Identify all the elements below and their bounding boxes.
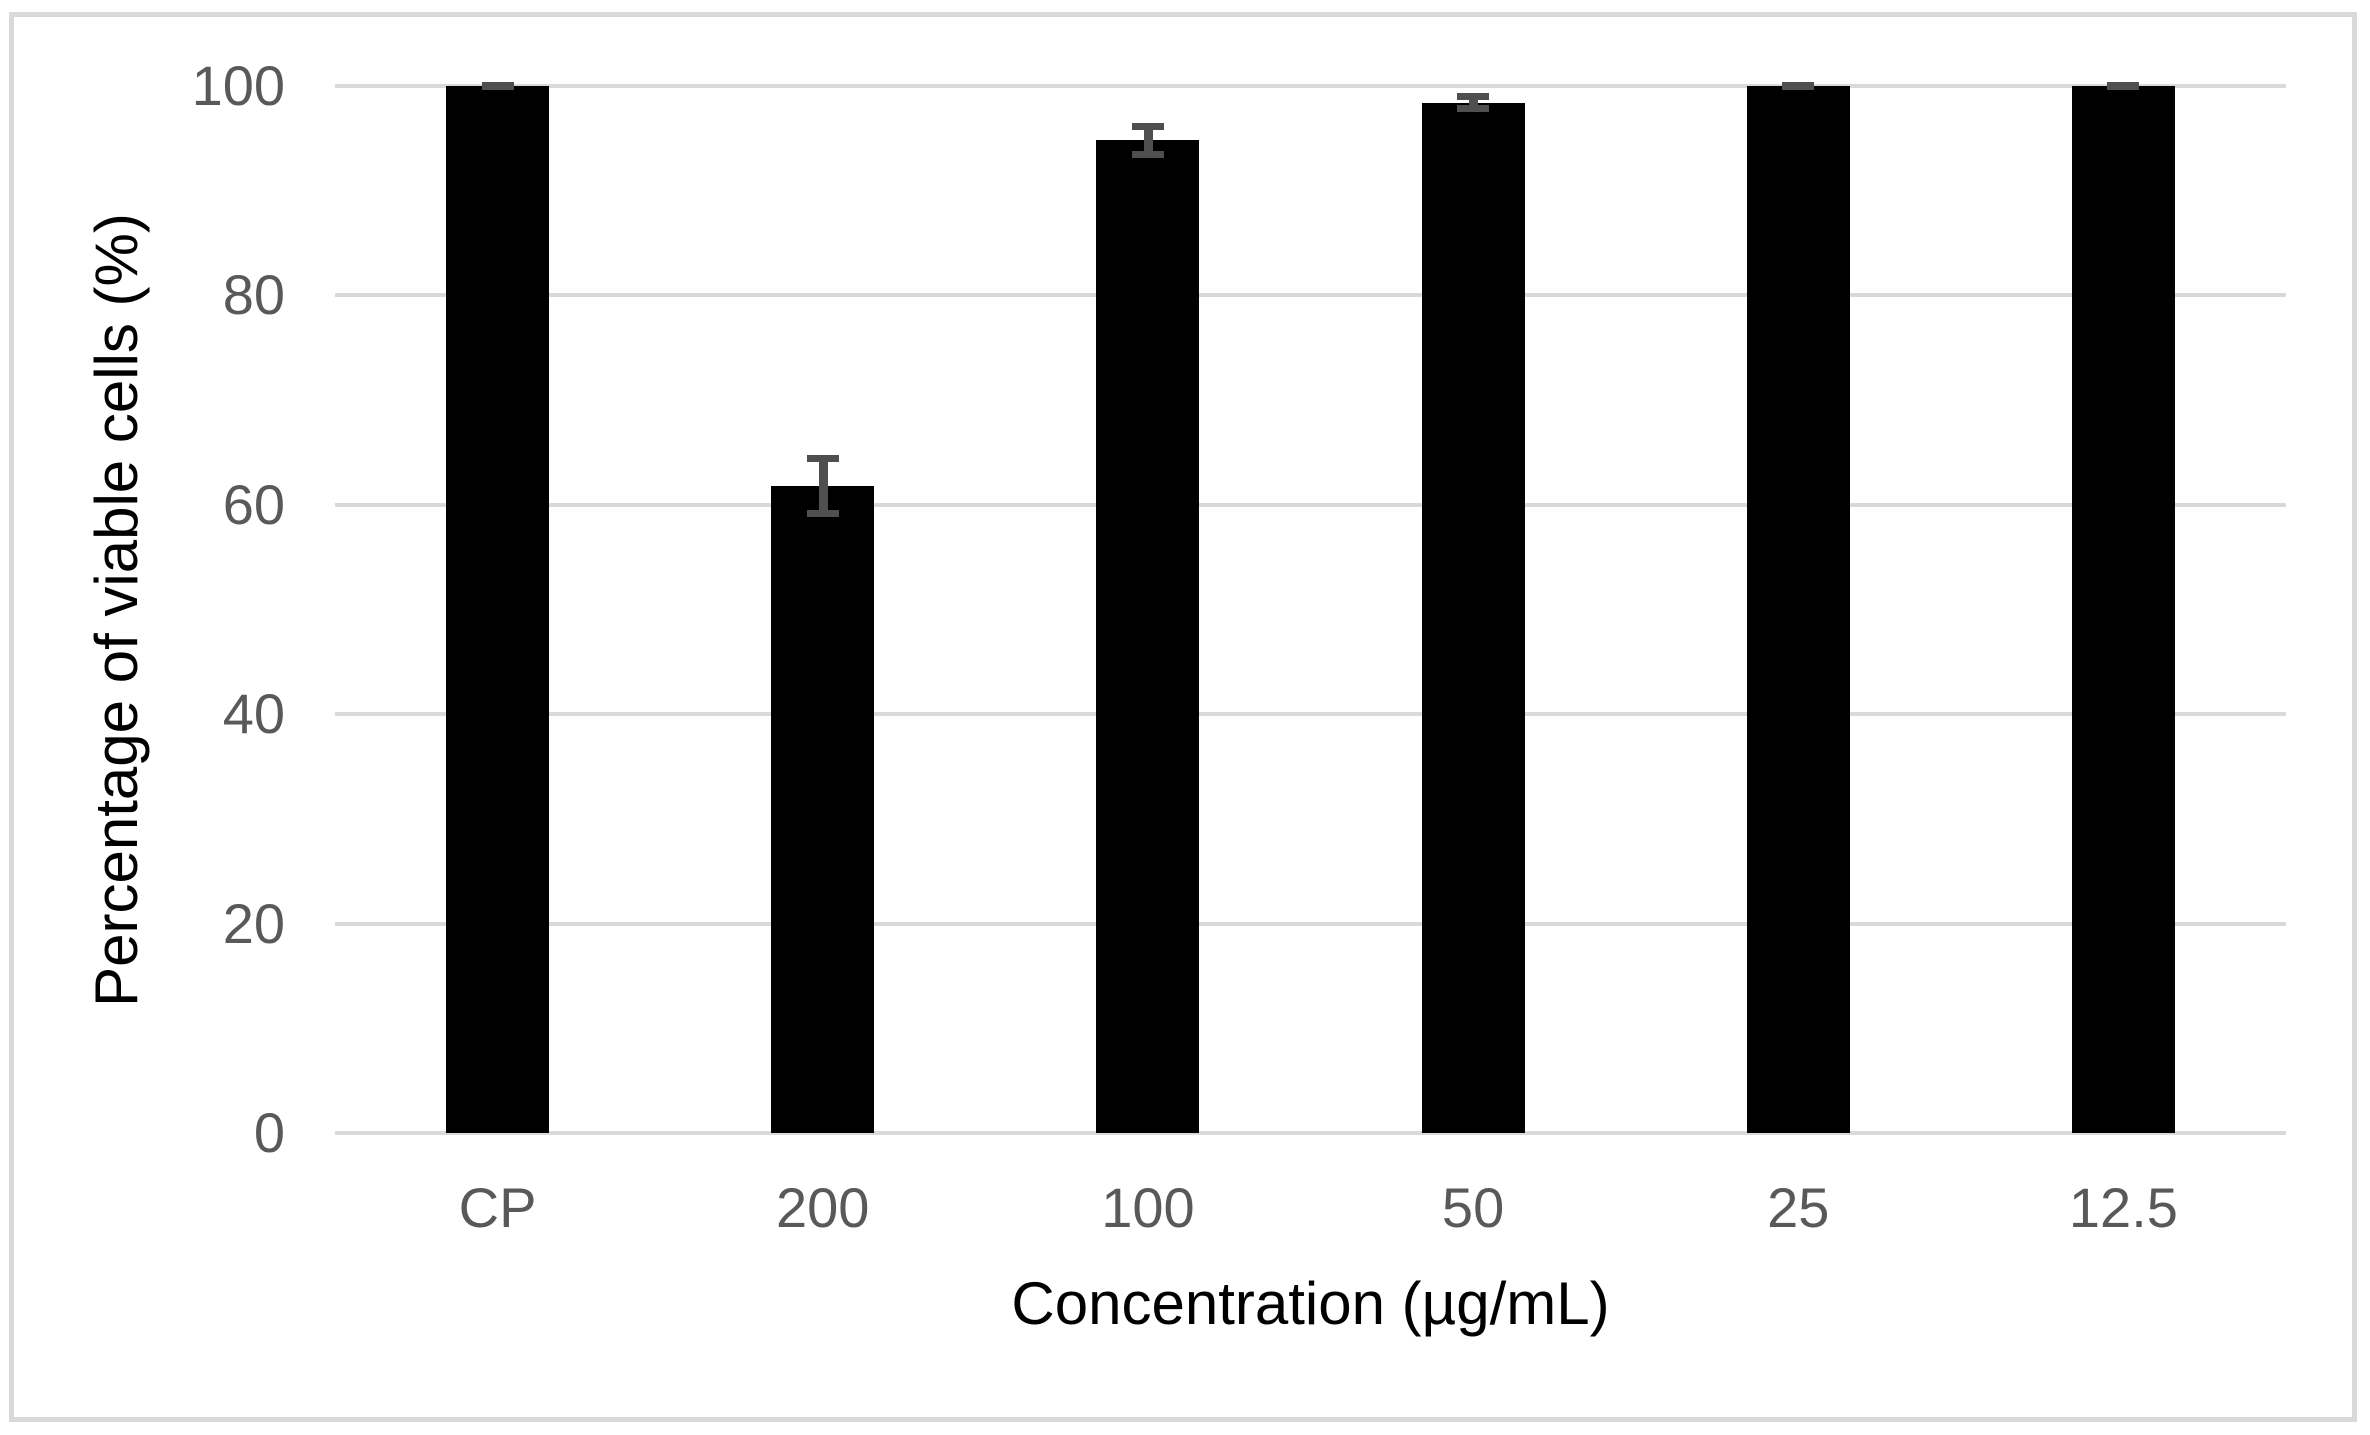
gridline <box>335 1131 2286 1135</box>
y-tick-label: 100 <box>191 54 285 117</box>
x-tick-label: CP <box>458 1176 537 1239</box>
bar <box>771 485 875 1133</box>
error-bar-cap-top <box>1131 122 1164 130</box>
bar <box>446 86 550 1133</box>
bar <box>2071 86 2175 1133</box>
x-tick-label: 12.5 <box>2068 1176 2178 1239</box>
error-bar-cap-bottom <box>1457 105 1490 113</box>
error-bar <box>1131 122 1164 159</box>
error-bar <box>806 454 839 518</box>
gridline <box>335 293 2286 298</box>
error-bar <box>1782 81 1815 91</box>
error-bar-line <box>1469 93 1479 113</box>
error-bar-cap-bottom <box>1131 151 1164 159</box>
y-tick-label: 80 <box>222 263 285 327</box>
error-bar <box>1457 93 1490 113</box>
error-bar-cap-bottom <box>2107 83 2140 91</box>
x-tick-label: 50 <box>1441 1176 1505 1239</box>
bar <box>1421 102 1525 1133</box>
x-tick-label: 25 <box>1767 1176 1830 1239</box>
y-tick-label: 40 <box>222 682 285 746</box>
gridline <box>335 921 2286 926</box>
plot-area <box>335 81 2286 1135</box>
bar <box>1746 86 1850 1133</box>
y-tick-label: 60 <box>222 472 285 536</box>
gridline <box>335 712 2286 717</box>
x-tick-label: 200 <box>776 1176 870 1239</box>
bar <box>1096 140 1200 1133</box>
gridline <box>335 502 2286 507</box>
error-bar <box>481 81 514 91</box>
x-axis-title: Concentration (µg/mL) <box>1011 1270 1610 1337</box>
x-tick-label: 100 <box>1101 1176 1195 1239</box>
error-bar-cap-top <box>1457 93 1490 101</box>
error-bar-line <box>818 454 828 518</box>
gridline <box>335 84 2286 88</box>
error-bar-cap-top <box>806 454 839 462</box>
y-tick-label: 0 <box>253 1101 285 1164</box>
y-tick-label: 20 <box>222 891 285 955</box>
error-bar-cap-bottom <box>1782 83 1815 91</box>
error-bar <box>2107 81 2140 91</box>
y-axis-title: Percentage of viable cells (%) <box>83 213 150 1007</box>
error-bar-line <box>1143 122 1153 159</box>
error-bar-cap-bottom <box>806 510 839 518</box>
error-bar-cap-bottom <box>481 83 514 91</box>
